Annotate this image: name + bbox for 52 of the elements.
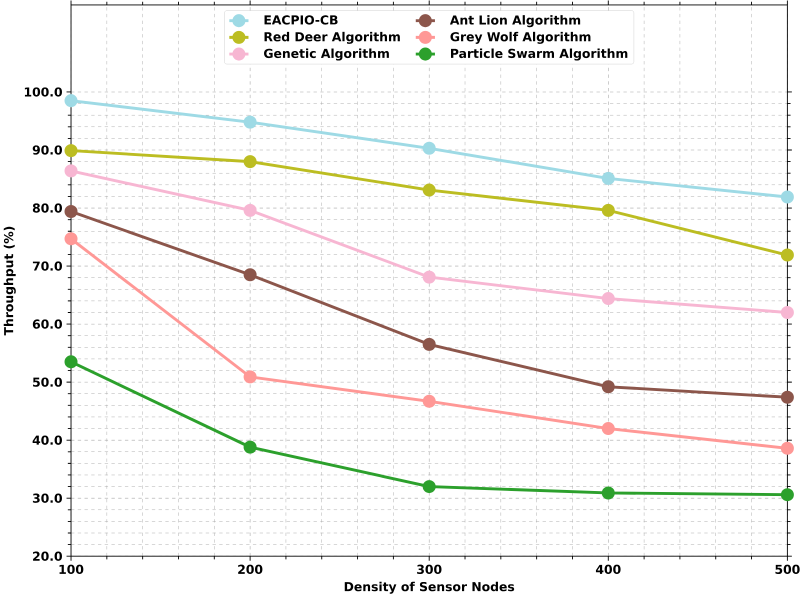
y-tick-label: 20.0 (33, 552, 62, 562)
point (780, 306, 794, 320)
point (244, 268, 257, 282)
y-tick-label: 50.0 (33, 378, 62, 388)
point (602, 380, 615, 394)
legend-label: EACPIO-CB (264, 16, 338, 25)
legend-label: Red Deer Algorithm (264, 32, 400, 44)
point (422, 338, 436, 352)
point (64, 205, 78, 218)
point (602, 292, 615, 306)
y-tick-label: 30.0 (32, 494, 62, 504)
legend-label: Ant Lion Algorithm (450, 15, 580, 28)
point (422, 184, 436, 197)
point (422, 270, 436, 284)
point (422, 480, 436, 494)
point (244, 204, 257, 218)
y-tick-label: 90.0 (32, 146, 62, 155)
legend-label: Genetic Algorithm (264, 48, 389, 61)
point (780, 190, 794, 204)
y-axis-title: Throughput (%) (4, 227, 16, 336)
x-tick-label: 100 (60, 564, 84, 574)
point (422, 142, 436, 156)
x-tick-label: 400 (596, 564, 621, 574)
point (244, 116, 257, 129)
point (64, 232, 78, 246)
y-tick-label: 80.0 (32, 204, 62, 213)
legend-label: Grey Wolf Algorithm (450, 32, 590, 44)
point (780, 390, 794, 404)
point (64, 164, 78, 178)
x-tick-label: 200 (238, 564, 262, 574)
point (602, 204, 615, 218)
point (244, 440, 257, 454)
point (64, 356, 78, 369)
y-tick-label: 100.0 (24, 88, 62, 97)
x-tick-label: 300 (417, 564, 442, 574)
legend-label: Particle Swarm Algorithm (451, 48, 628, 61)
point (780, 488, 794, 502)
point (780, 248, 794, 262)
point (602, 486, 615, 500)
point (422, 394, 436, 408)
x-tick-label: 500 (775, 564, 800, 574)
point (244, 370, 257, 384)
y-tick-label: 40.0 (32, 436, 62, 446)
point (244, 155, 257, 168)
point (780, 442, 794, 456)
point (64, 144, 78, 158)
point (602, 422, 615, 436)
y-tick-label: 60.0 (32, 320, 62, 329)
point (602, 172, 615, 186)
point (64, 94, 78, 108)
x-axis-title: Density of Sensor Nodes (344, 582, 514, 594)
y-tick-label: 70.0 (32, 262, 62, 271)
